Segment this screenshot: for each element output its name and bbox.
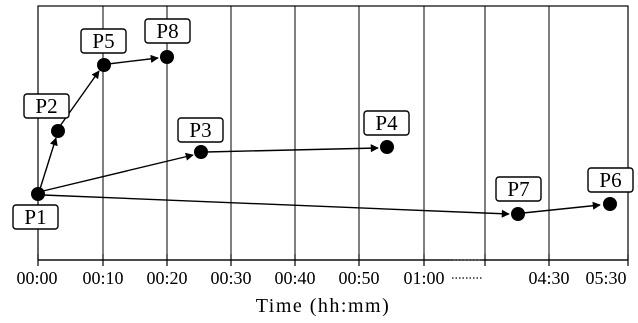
- node-label-box: [587, 167, 634, 193]
- node-label-p4: P4: [363, 110, 410, 136]
- tick-label-0530: 05:30: [585, 268, 626, 288]
- tick-label-0020: 00:20: [146, 268, 187, 288]
- tick-label-0030: 00:30: [210, 268, 251, 288]
- node-label-text: P1: [24, 205, 46, 229]
- node-label-box: [363, 110, 410, 136]
- tick-label-0040: 00:40: [274, 268, 315, 288]
- node-label-p1: P1: [12, 204, 59, 230]
- node-label-box: [144, 18, 191, 44]
- node-label-text: P6: [599, 168, 621, 192]
- node-label-p6: P6: [587, 167, 634, 193]
- node-dot-p5: [97, 58, 111, 72]
- tick-label-0010: 00:10: [82, 268, 123, 288]
- node-dot-p2: [51, 124, 65, 138]
- node-label-p2: P2: [23, 93, 70, 119]
- node-dot-p6: [603, 197, 617, 211]
- edge-p1-p3: [42, 152, 194, 192]
- node-dots: [31, 50, 617, 221]
- tick-label-0430: 04:30: [528, 268, 569, 288]
- node-label-box: [23, 93, 70, 119]
- grid-lines: [102, 6, 550, 260]
- node-label-p5: P5: [80, 28, 127, 54]
- node-label-p3: P3: [177, 117, 224, 143]
- node-label-text: P5: [92, 29, 114, 53]
- axis-title: Time (hh:mm): [256, 295, 391, 317]
- node-label-text: P4: [375, 111, 398, 135]
- node-dot-p4: [380, 140, 394, 154]
- tick-label-0100: 01:00: [403, 268, 444, 288]
- node-label-text: P2: [35, 94, 57, 118]
- tick-label-0050: 00:50: [338, 268, 379, 288]
- node-label-p7: P7: [495, 176, 542, 202]
- node-dot-p8: [160, 50, 174, 64]
- edge-p1-p7: [42, 194, 510, 218]
- edge-p1-p2: [39, 137, 58, 190]
- node-label-box: [177, 117, 224, 143]
- node-dot-p3: [194, 145, 208, 159]
- node-label-text: P3: [189, 118, 211, 142]
- edge-p5-p8: [107, 54, 159, 65]
- node-label-box: [12, 204, 59, 230]
- node-label-box: [495, 176, 542, 202]
- time-axis: [37, 254, 629, 266]
- node-labels: P1 P2 P3 P4 P5 P6 P7 P8: [12, 18, 634, 230]
- edge-p3-p4: [205, 144, 379, 153]
- node-dot-p7: [511, 207, 525, 221]
- tick-label-0000: 00:00: [16, 268, 57, 288]
- tick-labels: 00:00 00:10 00:20 00:30 00:40 00:50 01:0…: [16, 268, 626, 288]
- edge-p7-p6: [522, 201, 601, 214]
- node-label-box: [80, 28, 127, 54]
- node-label-text: P7: [507, 177, 529, 201]
- node-label-text: P8: [156, 19, 178, 43]
- node-label-p8: P8: [144, 18, 191, 44]
- node-dot-p1: [31, 187, 45, 201]
